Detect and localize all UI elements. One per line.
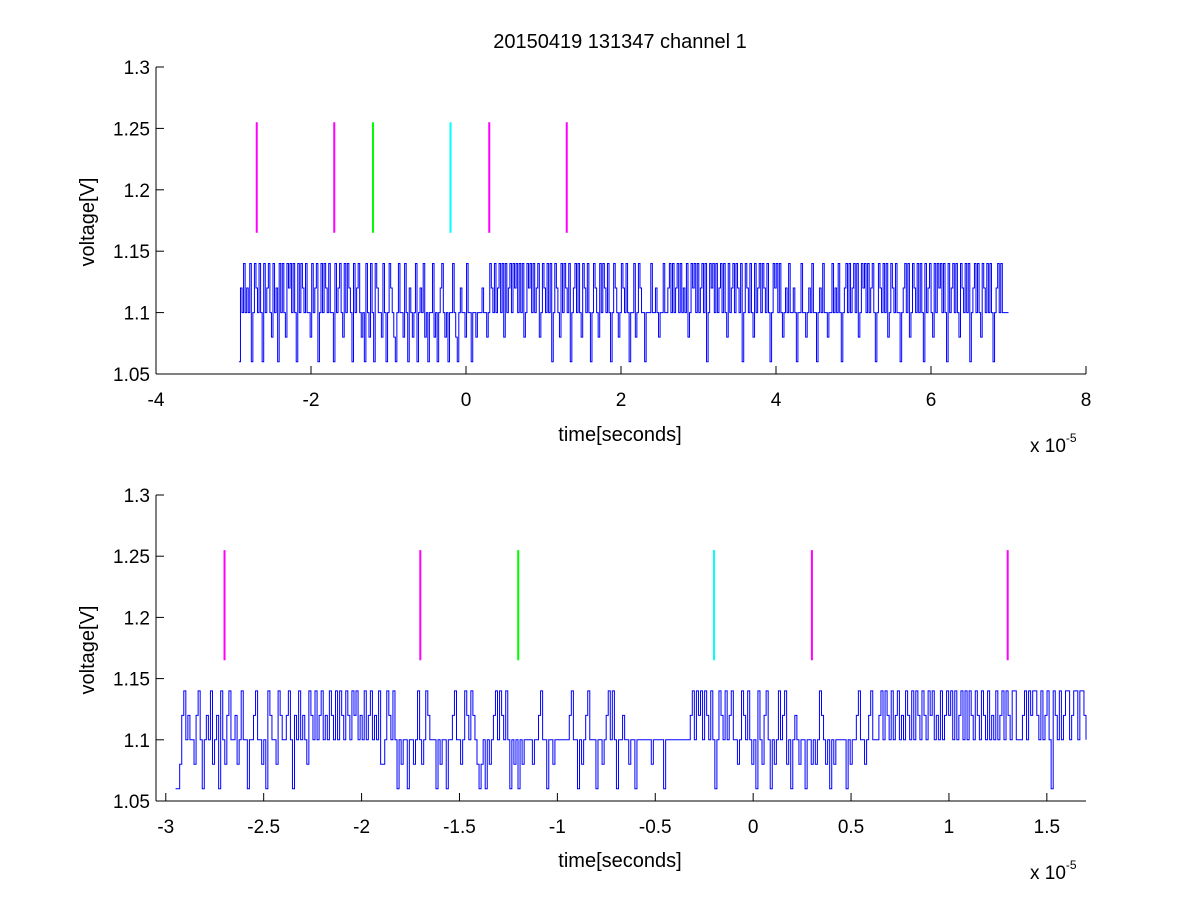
bottom-x-tick-label: 0 bbox=[748, 817, 759, 838]
top-y-ticks: 1.05 1.1 1.15 1.2 1.25 1.3 bbox=[113, 58, 164, 386]
top-x-tick-label: -2 bbox=[303, 390, 320, 411]
top-subplot: 20150419 131347 channel 1 -4 -2 0 2 4 6 8 1.05… bbox=[77, 31, 1091, 457]
bottom-x-exponent: x 10-5 bbox=[1030, 858, 1077, 884]
top-x-exponent-power: -5 bbox=[1066, 431, 1077, 445]
top-x-exponent-base: x 10 bbox=[1030, 436, 1066, 457]
top-x-tick-label: 8 bbox=[1081, 390, 1092, 411]
top-y-tick-label: 1.1 bbox=[124, 304, 150, 325]
bottom-y-tick-label: 1.2 bbox=[124, 608, 150, 629]
top-voltage-trace bbox=[238, 262, 1009, 363]
bottom-x-tick-label: -0.5 bbox=[639, 817, 672, 838]
top-y-tick-label: 1.3 bbox=[124, 58, 150, 79]
bottom-y-ticks: 1.05 1.1 1.15 1.2 1.25 1.3 bbox=[113, 486, 164, 813]
bottom-signal-layer bbox=[175, 690, 1087, 790]
bottom-axes-frame bbox=[155, 495, 1086, 802]
bottom-x-tick-label: 1 bbox=[944, 817, 955, 838]
top-x-tick-label: 4 bbox=[771, 390, 782, 411]
top-x-tick-label: 6 bbox=[926, 390, 937, 411]
bottom-x-tick-label: -2.5 bbox=[247, 817, 280, 838]
top-x-axis-label: time[seconds] bbox=[558, 424, 681, 446]
top-y-tick-label: 1.25 bbox=[113, 119, 150, 140]
bottom-x-tick-label: -3 bbox=[157, 817, 174, 838]
bottom-x-exponent-base: x 10 bbox=[1030, 863, 1066, 884]
bottom-y-axis-label: voltage[V] bbox=[77, 606, 99, 695]
bottom-y-tick-label: 1.05 bbox=[113, 792, 150, 813]
bottom-x-tick-label: -2 bbox=[353, 817, 370, 838]
top-x-tick-label: -4 bbox=[148, 390, 165, 411]
top-signal-layer bbox=[238, 262, 1009, 363]
bottom-x-tick-label: -1.5 bbox=[443, 817, 476, 838]
top-x-tick-label: 2 bbox=[616, 390, 627, 411]
bottom-y-tick-label: 1.1 bbox=[124, 731, 150, 752]
bottom-y-tick-label: 1.15 bbox=[113, 670, 150, 691]
bottom-y-tick-label: 1.25 bbox=[113, 547, 150, 568]
top-marker-layer bbox=[255, 122, 568, 233]
bottom-y-tick-label: 1.3 bbox=[124, 486, 150, 507]
bottom-x-tick-label: 1.5 bbox=[1034, 817, 1060, 838]
top-y-tick-label: 1.2 bbox=[124, 181, 150, 202]
top-y-tick-label: 1.15 bbox=[113, 242, 150, 263]
bottom-x-tick-label: -1 bbox=[549, 817, 566, 838]
bottom-x-exponent-power: -5 bbox=[1066, 858, 1077, 872]
top-x-ticks: -4 -2 0 2 4 6 8 bbox=[148, 366, 1092, 411]
bottom-x-tick-label: 0.5 bbox=[838, 817, 864, 838]
chart-title: 20150419 131347 channel 1 bbox=[493, 31, 747, 53]
bottom-voltage-trace bbox=[175, 690, 1087, 790]
bottom-x-axis-label: time[seconds] bbox=[558, 850, 681, 872]
top-x-tick-label: 0 bbox=[461, 390, 472, 411]
top-y-tick-label: 1.05 bbox=[113, 365, 150, 386]
bottom-marker-layer bbox=[223, 550, 1009, 661]
top-y-axis-label: voltage[V] bbox=[77, 178, 99, 267]
top-x-exponent: x 10-5 bbox=[1030, 431, 1077, 457]
bottom-x-ticks: -3 -2.5 -2 -1.5 -1 -0.5 0 0.5 1 1.5 bbox=[157, 793, 1060, 838]
bottom-subplot: -3 -2.5 -2 -1.5 -1 -0.5 0 0.5 1 1.5 1.051.11.151.… bbox=[77, 486, 1087, 884]
